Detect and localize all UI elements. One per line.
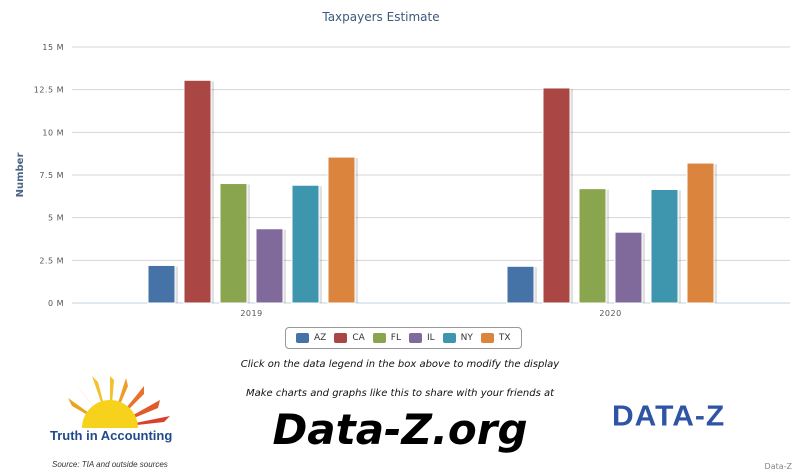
chart-title: Taxpayers Estimate bbox=[321, 10, 439, 24]
legend-label: CA bbox=[352, 333, 365, 343]
tia-logo-text: Truth in Accounting bbox=[50, 428, 173, 443]
site-name[interactable]: Data-Z.org bbox=[272, 405, 528, 454]
bar-tx-2019[interactable] bbox=[327, 156, 356, 304]
y-tick-label: 10 M bbox=[42, 128, 64, 137]
y-tick-label: 2.5 M bbox=[39, 256, 64, 265]
truth-in-accounting-logo bbox=[68, 376, 170, 428]
bar-il-2020[interactable] bbox=[614, 231, 643, 304]
bar-ca-2019[interactable] bbox=[183, 79, 212, 304]
bar-fl-2020[interactable] bbox=[578, 188, 607, 304]
bar-ca-2020[interactable] bbox=[542, 87, 571, 304]
legend-item-ca[interactable]: CA bbox=[334, 333, 365, 343]
legend-item-tx[interactable]: TX bbox=[480, 333, 511, 343]
bar-tx-2020[interactable] bbox=[686, 162, 715, 304]
bar-fl-2019[interactable] bbox=[219, 183, 248, 304]
bar-az-2020[interactable] bbox=[506, 265, 535, 304]
legend-item-il[interactable]: IL bbox=[408, 333, 435, 343]
y-tick-label: 12.5 M bbox=[34, 86, 64, 95]
promo-text: Make charts and graphs like this to shar… bbox=[245, 388, 555, 399]
x-tick-label: 2019 bbox=[240, 309, 262, 318]
legend-swatch bbox=[480, 333, 494, 343]
y-tick-label: 7.5 M bbox=[39, 171, 64, 180]
legend-item-ny[interactable]: NY bbox=[442, 333, 473, 343]
y-tick-label: 15 M bbox=[42, 43, 64, 52]
legend-swatch bbox=[372, 333, 386, 343]
legend-swatch bbox=[334, 333, 348, 343]
legend-label: IL bbox=[426, 333, 435, 343]
legend-swatch bbox=[408, 333, 422, 343]
legend-hint-text: Click on the data legend in the box abov… bbox=[240, 359, 560, 370]
y-tick-label: 5 M bbox=[48, 214, 64, 223]
sun-icon bbox=[82, 400, 138, 428]
bar-ny-2020[interactable] bbox=[650, 189, 679, 304]
legend-label: NY bbox=[460, 333, 473, 343]
legend-item-fl[interactable]: FL bbox=[372, 333, 401, 343]
legend-label: AZ bbox=[314, 333, 327, 343]
data-z-logo: DATA-Z bbox=[612, 400, 726, 433]
bar-chart: Taxpayers Estimate Number 0 M 2.5 M 5 M 7.5… bbox=[15, 10, 790, 318]
legend-label: TX bbox=[498, 333, 511, 343]
bar-az-2019[interactable] bbox=[147, 264, 176, 304]
y-tick-label: 0 M bbox=[48, 299, 64, 308]
bar-ny-2019[interactable] bbox=[291, 184, 320, 304]
chart-credit[interactable]: Data-Z bbox=[764, 462, 792, 471]
y-axis-label: Number bbox=[15, 153, 26, 198]
bar-il-2019[interactable] bbox=[255, 228, 284, 304]
x-tick-label: 2020 bbox=[599, 309, 621, 318]
source-text: Source: TIA and outside sources bbox=[52, 460, 168, 469]
chart-legend: AZ CA FL IL NY TX bbox=[285, 327, 522, 349]
legend-swatch bbox=[442, 333, 456, 343]
legend-swatch bbox=[296, 333, 309, 343]
legend-item-az[interactable]: AZ bbox=[296, 333, 326, 343]
legend-label: FL bbox=[390, 333, 401, 343]
